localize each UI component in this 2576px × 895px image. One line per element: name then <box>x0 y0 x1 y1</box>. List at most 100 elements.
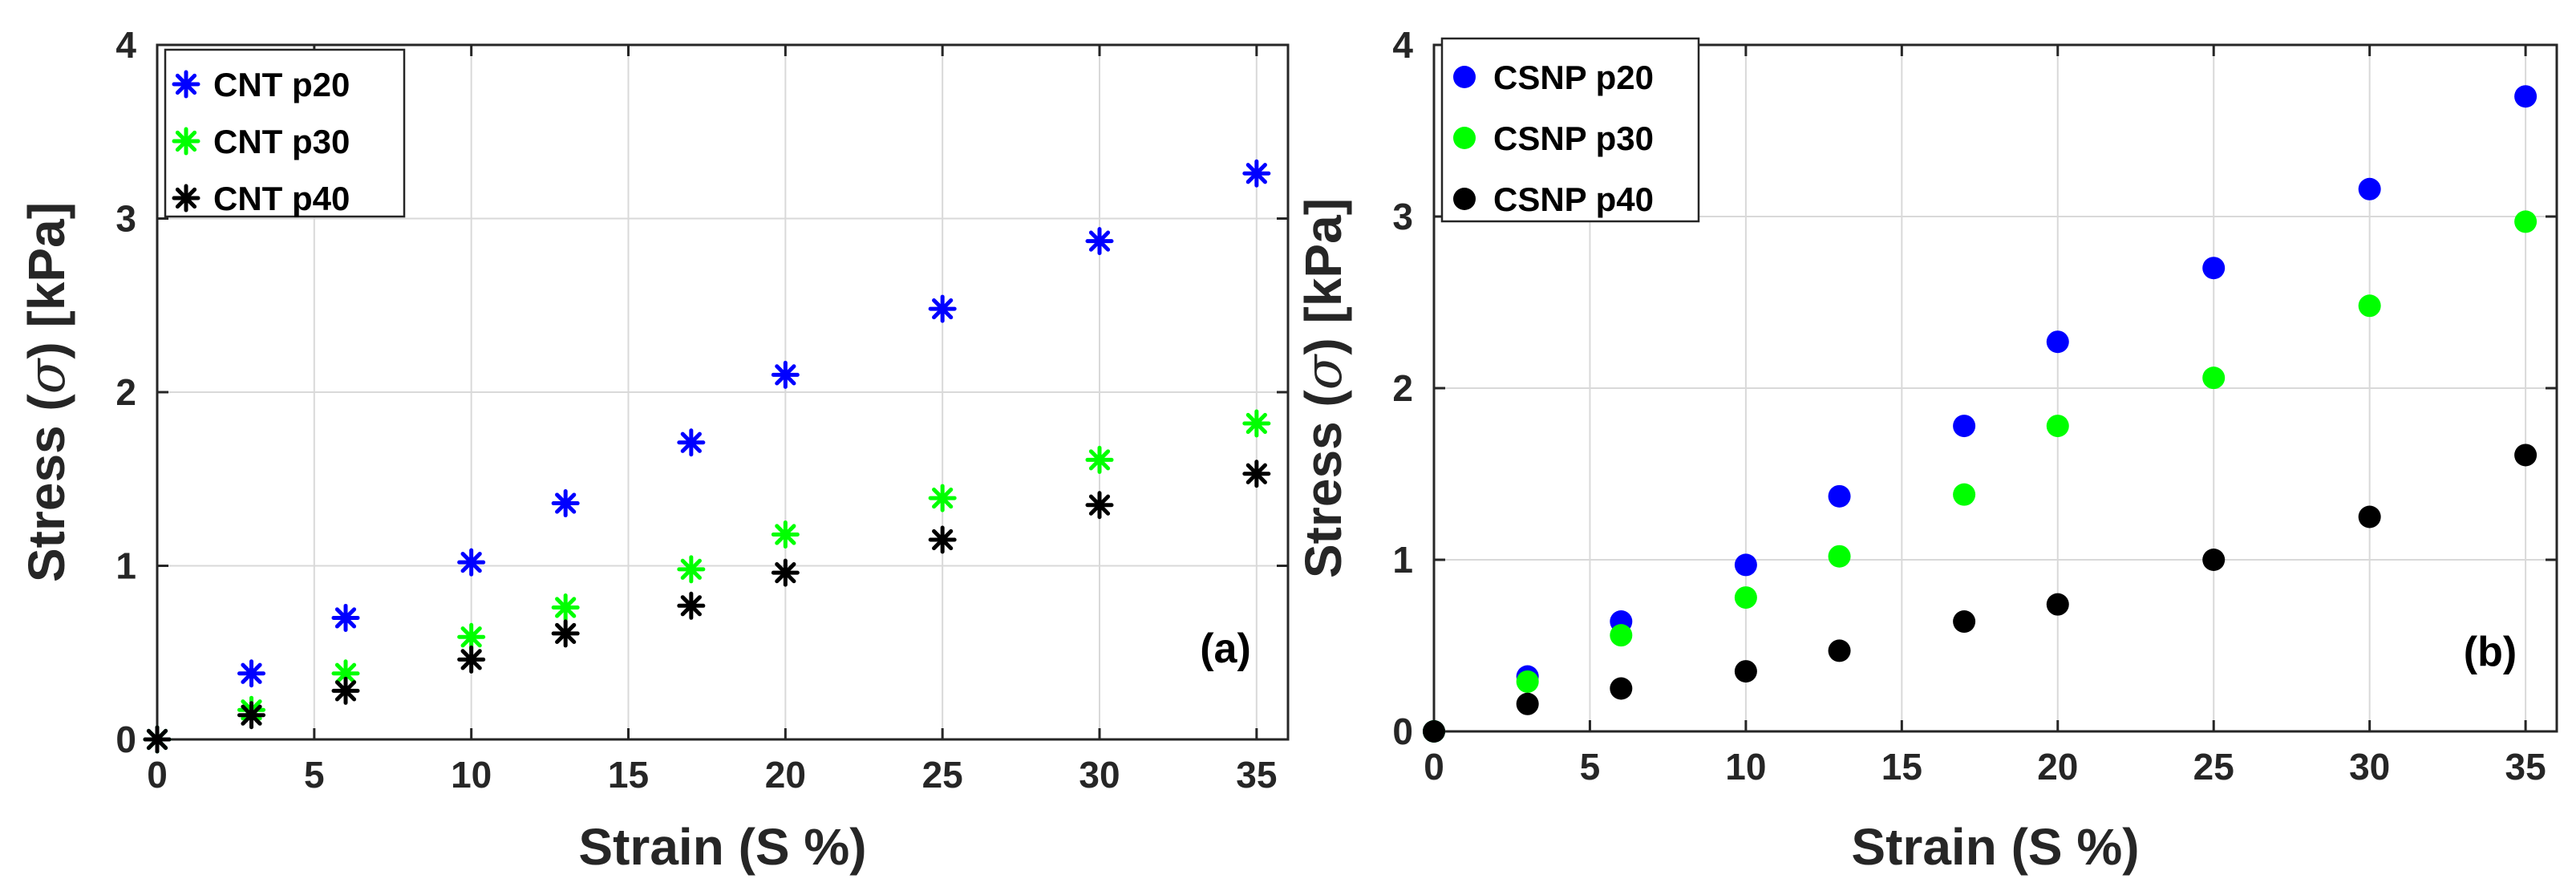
y-axis-label-suffix: ) [kPa] <box>1294 198 1352 355</box>
data-point <box>928 294 957 323</box>
series-cnt-p20 <box>143 159 1271 754</box>
data-point <box>1242 460 1271 488</box>
y-tick-label: 4 <box>115 24 136 66</box>
data-point <box>928 525 957 554</box>
x-tick-label: 15 <box>608 754 649 796</box>
legend-label: CNT p30 <box>213 123 350 160</box>
y-tick-label: 0 <box>115 719 136 760</box>
x-tick-label: 15 <box>1881 746 1922 788</box>
y-tick-label: 2 <box>1392 367 1413 409</box>
legend: CNT p20 CNT p30 CNT p40 <box>164 48 406 218</box>
y-axis-label-sigma: σ <box>1294 353 1354 390</box>
panel-label: (b) <box>2464 629 2517 675</box>
data-point <box>1953 610 1976 634</box>
y-axis-label-prefix: Stress ( <box>18 394 75 582</box>
data-point <box>1734 586 1757 609</box>
data-point <box>2202 367 2226 390</box>
y-axis-label-sigma: σ <box>18 357 77 394</box>
data-point <box>1734 660 1757 683</box>
data-point <box>457 645 486 674</box>
y-axis-label: Stress (σ) [kPa] <box>18 202 77 582</box>
data-point <box>1242 409 1271 438</box>
data-point <box>143 725 172 754</box>
x-tick-label: 35 <box>1236 754 1277 796</box>
legend-label: CNT p40 <box>213 180 350 217</box>
legend-label: CSNP p30 <box>1493 119 1654 157</box>
legend-label: CSNP p20 <box>1493 59 1654 96</box>
legend-marker <box>172 184 200 213</box>
data-point <box>331 676 360 705</box>
data-point <box>771 558 800 587</box>
data-point <box>1242 159 1271 188</box>
data-point <box>771 360 800 389</box>
data-point <box>1610 677 1633 700</box>
axis-ticks: 0 5 10 15 20 25 30 35 0 1 2 3 4 <box>115 24 1288 796</box>
data-point <box>1516 692 1539 715</box>
x-tick-label: 5 <box>1580 746 1601 788</box>
data-point <box>457 548 486 577</box>
chart-panel-b: 0 5 10 15 20 25 30 35 0 1 2 3 4 Strain (S %) Stress … <box>1294 24 2558 876</box>
data-point <box>2046 330 2069 354</box>
data-point <box>1516 670 1539 693</box>
data-point <box>1085 227 1114 256</box>
x-tick-label: 25 <box>922 754 963 796</box>
x-tick-label: 10 <box>1725 746 1766 788</box>
data-point <box>331 603 360 632</box>
x-axis-label: Strain (S %) <box>578 818 866 876</box>
data-point <box>2358 177 2381 200</box>
series-cnt-p40 <box>143 460 1271 754</box>
y-axis-label: Stress (σ) [kPa] <box>1294 198 1354 578</box>
data-point <box>677 591 706 620</box>
legend-marker <box>1453 66 1476 88</box>
x-tick-label: 25 <box>2193 746 2234 788</box>
data-points <box>1423 85 2538 743</box>
data-point <box>1953 415 1976 438</box>
data-point <box>1828 484 1851 508</box>
x-tick-label: 10 <box>451 754 492 796</box>
y-axis-label-suffix: ) [kPa] <box>18 202 75 359</box>
data-point <box>2358 505 2381 528</box>
data-point <box>1828 545 1851 568</box>
data-point <box>551 619 580 648</box>
data-point <box>551 489 580 518</box>
x-tick-label: 30 <box>2349 746 2390 788</box>
y-tick-label: 3 <box>115 198 136 240</box>
legend-label: CNT p20 <box>213 66 350 103</box>
x-tick-label: 5 <box>304 754 325 796</box>
legend-box <box>1440 37 1700 223</box>
panel-label: (a) <box>1200 626 1251 672</box>
data-point <box>1085 491 1114 520</box>
x-tick-label: 30 <box>1079 754 1120 796</box>
y-tick-label: 2 <box>115 371 136 413</box>
y-axis-label-prefix: Stress ( <box>1294 390 1352 578</box>
legend-marker <box>172 70 200 99</box>
legend-marker <box>172 127 200 156</box>
data-point <box>237 701 265 730</box>
y-tick-label: 1 <box>115 545 136 587</box>
data-point <box>1828 639 1851 662</box>
data-point <box>2514 210 2538 233</box>
series-csnp-p40 <box>1423 443 2538 743</box>
legend-marker <box>1453 188 1476 210</box>
data-point <box>771 520 800 549</box>
legend: CSNP p20 CSNP p30 CSNP p40 <box>1440 37 1700 223</box>
axis-ticks: 0 5 10 15 20 25 30 35 0 1 2 3 4 <box>1392 24 2557 788</box>
x-axis-label: Strain (S %) <box>1851 818 2139 876</box>
data-point <box>2202 549 2226 571</box>
data-point <box>1953 483 1976 506</box>
x-tick-label: 0 <box>1424 746 1444 788</box>
data-point <box>677 428 706 457</box>
legend-marker <box>1453 127 1476 149</box>
x-tick-label: 20 <box>765 754 806 796</box>
data-point <box>2202 257 2226 280</box>
data-points <box>143 159 1271 754</box>
legend-box <box>164 48 406 218</box>
data-point <box>1734 553 1757 577</box>
data-point <box>2046 415 2069 438</box>
data-point <box>2358 294 2381 318</box>
data-point <box>331 659 360 688</box>
y-tick-label: 1 <box>1392 539 1413 581</box>
x-tick-label: 35 <box>2505 746 2546 788</box>
data-point <box>237 659 265 688</box>
